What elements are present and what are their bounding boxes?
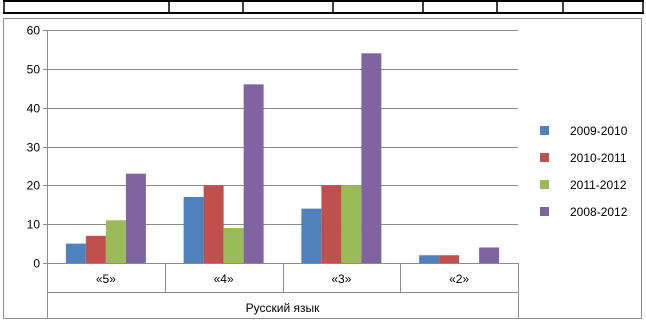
bar [105, 220, 126, 263]
bars [65, 53, 500, 263]
bar [65, 243, 86, 263]
legend-swatch [540, 180, 549, 189]
bar [301, 208, 322, 263]
bar [361, 53, 382, 263]
bar [243, 84, 264, 263]
y-tick-label: 60 [27, 24, 41, 38]
axes [43, 30, 519, 318]
category-group-label: Русский язык [246, 301, 320, 315]
legend-swatch [540, 153, 549, 162]
category-label: «3» [331, 272, 351, 286]
category-label: «4» [214, 272, 234, 286]
bar [321, 185, 342, 263]
y-tick-label: 0 [33, 257, 40, 271]
bar [419, 255, 440, 263]
y-tick-label: 10 [27, 218, 41, 232]
bar [223, 228, 244, 263]
legend-swatch [540, 126, 549, 135]
category-label: «5» [96, 272, 116, 286]
bar [439, 255, 460, 263]
legend-label: 2008-2012 [570, 205, 628, 219]
legend-swatch [540, 207, 549, 216]
bar [125, 173, 146, 263]
y-tick-label: 20 [27, 179, 41, 193]
legend-label: 2009-2010 [570, 124, 628, 138]
bar [85, 235, 106, 263]
category-label: «2» [449, 272, 469, 286]
legend-label: 2011-2012 [570, 178, 627, 192]
labels: 0 10 20 30 40 50 60 «5» «4» «3» «2» Русский язык [27, 24, 470, 316]
table-fragment-top [3, 0, 644, 14]
bar [203, 185, 224, 263]
y-tick-label: 30 [27, 141, 41, 155]
gridlines [47, 30, 518, 225]
bar [341, 185, 362, 263]
bar [183, 196, 204, 263]
legend-label: 2010-2011 [570, 151, 627, 165]
chart-frame [3, 18, 642, 319]
bar [479, 247, 500, 263]
y-tick-label: 50 [27, 63, 41, 77]
y-tick-label: 40 [27, 102, 41, 116]
